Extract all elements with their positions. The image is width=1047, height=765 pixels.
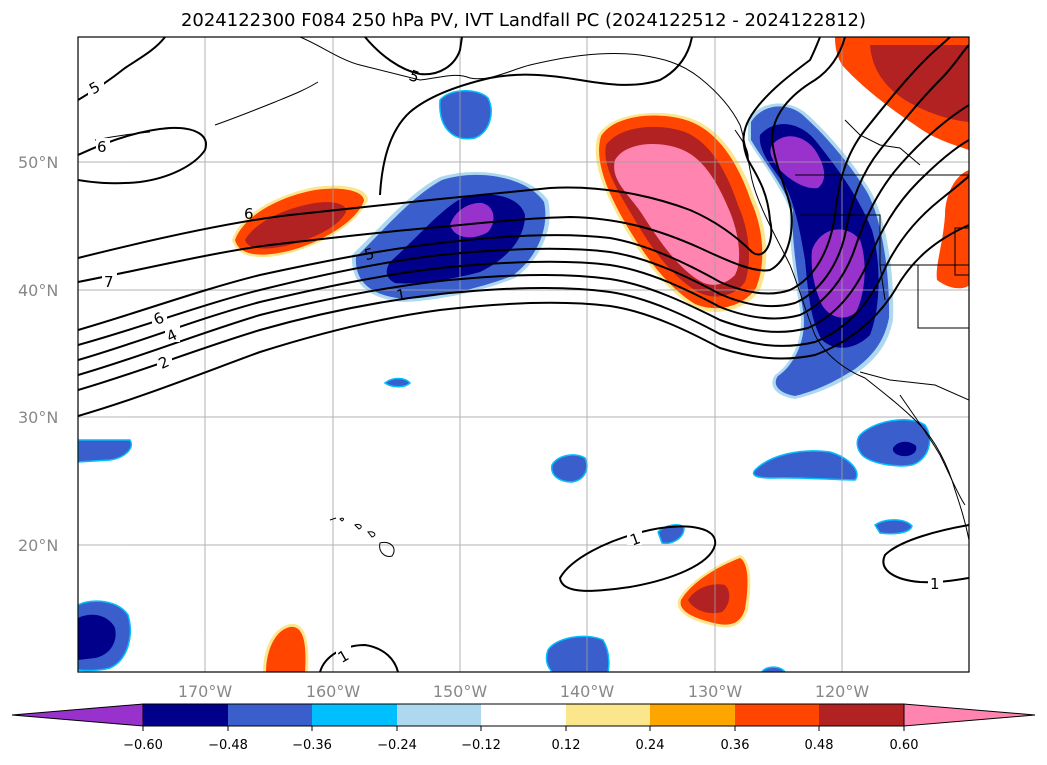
neg-region-baja-navy <box>892 441 917 457</box>
colorbar-tick-label: −0.12 <box>461 738 501 753</box>
neg-region-west-edge <box>78 439 132 463</box>
colorbar-tick-label: −0.36 <box>292 738 332 753</box>
contour-1a <box>78 224 969 417</box>
contour-1-southeast <box>882 524 969 584</box>
contour-5 <box>78 44 969 346</box>
alaska-coast <box>299 37 969 541</box>
colorbar-min-extend <box>11 703 144 727</box>
pos-region-east-edge <box>936 170 969 289</box>
us-mexico-border <box>859 371 969 401</box>
neg-region-small-1 <box>551 454 588 483</box>
lon-label: 130°W <box>688 682 743 701</box>
contour-4 <box>78 104 969 361</box>
colorbar-segment <box>143 704 228 726</box>
neg-region-small-2 <box>873 519 913 535</box>
colorbar-segment <box>566 704 650 726</box>
neg-region-central-purple <box>450 202 494 238</box>
pos-region-south-dark <box>688 584 730 614</box>
contour-5-mid <box>379 37 693 196</box>
contour-label: 6 <box>244 205 254 223</box>
colorbar-segment <box>228 704 312 726</box>
canada-inner <box>844 119 921 166</box>
us-state-1 <box>800 214 969 266</box>
colorbar-segment <box>481 704 566 726</box>
contour-labels: 5 6 6 7 6 4 2 5 1 5 1 1 1 <box>86 66 943 667</box>
colorbar-max-extend <box>903 703 1036 727</box>
colorbar-tick-label: 0.36 <box>721 738 750 753</box>
neg-region-southwest-navy <box>78 614 116 660</box>
contour-label: 1 <box>395 285 408 304</box>
neg-region-small-4 <box>383 377 412 388</box>
lat-label: 50°N <box>18 153 58 172</box>
contour-label: 7 <box>104 273 114 291</box>
neg-region-west-mid <box>752 450 858 481</box>
aleutians <box>214 81 319 126</box>
contour-label: 5 <box>362 244 376 264</box>
us-state-3 <box>917 265 969 329</box>
us-state-2 <box>879 264 886 301</box>
negative-anomaly-shading <box>78 90 931 672</box>
latitude-labels: 50°N 40°N 30°N 20°N <box>18 153 58 555</box>
pos-region-main-pink <box>614 144 740 285</box>
pos-region-southwest-small <box>266 626 306 672</box>
contour-3 <box>78 139 969 376</box>
colorbar-segment <box>650 704 735 726</box>
neg-region-south-center <box>545 635 610 672</box>
colorbar-tick-label: 0.12 <box>552 738 581 753</box>
lon-label: 140°W <box>560 682 615 701</box>
lat-label: 30°N <box>18 408 58 427</box>
colorbar-frame <box>142 703 905 727</box>
colorbar-segment <box>735 704 819 726</box>
pos-region-west-dark <box>245 202 347 249</box>
pos-region-northeast-dark <box>870 45 969 122</box>
lon-label: 120°W <box>815 682 870 701</box>
gridlines <box>78 37 969 672</box>
colorbar-tick-label: 0.24 <box>636 738 665 753</box>
contour-1-southwest <box>319 643 399 672</box>
map-frame <box>77 36 970 673</box>
contour-5b-top <box>364 37 463 76</box>
map-contents: 5 6 6 7 6 4 2 5 1 5 1 1 1 <box>78 37 969 672</box>
longitude-labels: 170°W 160°W 150°W 140°W 130°W 120°W <box>178 682 870 701</box>
colorbar: −0.60 −0.48 −0.36 −0.24 −0.12 0.12 0.24 … <box>11 703 1036 753</box>
lon-label: 170°W <box>178 682 233 701</box>
lat-label: 40°N <box>18 281 58 300</box>
hawaiian-islands <box>329 517 395 557</box>
colorbar-tick-label: 0.48 <box>805 738 834 753</box>
contour-6b <box>78 37 951 331</box>
contour-7 <box>78 37 821 259</box>
lat-label: 20°N <box>18 536 58 555</box>
lon-label: 160°W <box>306 682 361 701</box>
lon-label: 150°W <box>433 682 488 701</box>
contour-2 <box>78 175 969 391</box>
contour-label: 6 <box>97 138 107 156</box>
colorbar-segment <box>819 704 904 726</box>
colorbar-tick-label: −0.24 <box>377 738 417 753</box>
colorbar-tick-label: −0.60 <box>123 738 163 753</box>
contour-1-south <box>558 525 717 592</box>
pv-contours <box>78 37 969 672</box>
neg-region-north <box>439 90 492 140</box>
colorbar-tick-label: −0.48 <box>208 738 248 753</box>
gulf-of-california <box>899 394 966 506</box>
colorbar-tick-label: 0.60 <box>890 738 919 753</box>
contour-label: 1 <box>930 575 940 593</box>
contour-6-top <box>78 126 207 185</box>
map-title: 2024122300 F084 250 hPa PV, IVT Landfall… <box>180 10 867 31</box>
colorbar-segment <box>312 704 397 726</box>
contour-6a <box>78 37 846 283</box>
colorbar-segment <box>397 704 481 726</box>
